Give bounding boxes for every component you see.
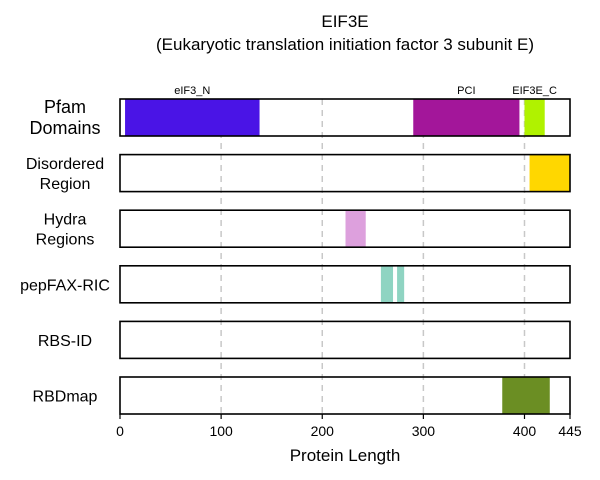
track-border xyxy=(119,209,571,248)
x-tick-label: 200 xyxy=(311,423,335,439)
x-tick-label: 445 xyxy=(558,423,582,439)
chart-title: EIF3E xyxy=(321,12,368,31)
domain-label: eIF3_N xyxy=(174,85,210,97)
track-label-line: Disordered xyxy=(26,156,104,173)
track-segment xyxy=(524,99,545,136)
grid-lines xyxy=(220,99,526,414)
track-label: Disordered Region xyxy=(26,156,104,193)
track-segment xyxy=(529,154,570,192)
domain-label: PCI xyxy=(457,85,475,97)
track-label-line: Domains xyxy=(29,118,100,138)
track-label-line: RBS-ID xyxy=(38,333,92,350)
track-label-line: Regions xyxy=(36,232,95,249)
track-label: RBDmap xyxy=(33,389,98,406)
track-label-line: RBDmap xyxy=(33,389,98,406)
track-label-line: Pfam xyxy=(44,97,86,117)
track-label-line: Region xyxy=(40,176,91,193)
track: eIF3_N PCI EIF3E_C Pfam Domains xyxy=(29,85,571,138)
x-tick-label: 400 xyxy=(513,423,537,439)
track-border xyxy=(119,98,571,137)
track-label: RBS-ID xyxy=(38,333,92,350)
track-segment xyxy=(397,265,405,303)
domain-label: EIF3E_C xyxy=(512,85,557,97)
track-segment xyxy=(380,265,394,303)
track-border xyxy=(119,320,571,360)
track-label: Pfam Domains xyxy=(29,97,100,138)
track: RBDmap xyxy=(33,376,571,415)
x-axis: 0 100 200 300 400 445 xyxy=(116,414,582,439)
tracks: eIF3_N PCI EIF3E_C Pfam Domains Disordered Reg… xyxy=(20,85,571,415)
track-segment xyxy=(345,210,366,248)
track-label: pepFAX-RIC xyxy=(20,277,110,294)
track-border xyxy=(119,376,571,415)
track: Hydra Regions xyxy=(36,209,571,249)
chart-subtitle: (Eukaryotic translation initiation facto… xyxy=(156,35,534,54)
track-border xyxy=(119,153,571,193)
x-tick-label: 300 xyxy=(412,423,436,439)
track-segment xyxy=(502,377,550,414)
track-border xyxy=(119,264,571,304)
track-segment xyxy=(413,99,520,136)
track-label-line: pepFAX-RIC xyxy=(20,277,110,294)
track: pepFAX-RIC xyxy=(20,264,571,304)
track: RBS-ID xyxy=(38,320,571,360)
track-segment xyxy=(125,99,260,136)
track: Disordered Region xyxy=(26,153,571,193)
x-tick-label: 0 xyxy=(116,423,124,439)
x-tick-label: 100 xyxy=(209,423,233,439)
x-axis-label: Protein Length xyxy=(290,446,401,465)
track-label-line: Hydra xyxy=(44,212,87,229)
track-label: Hydra Regions xyxy=(36,212,95,249)
